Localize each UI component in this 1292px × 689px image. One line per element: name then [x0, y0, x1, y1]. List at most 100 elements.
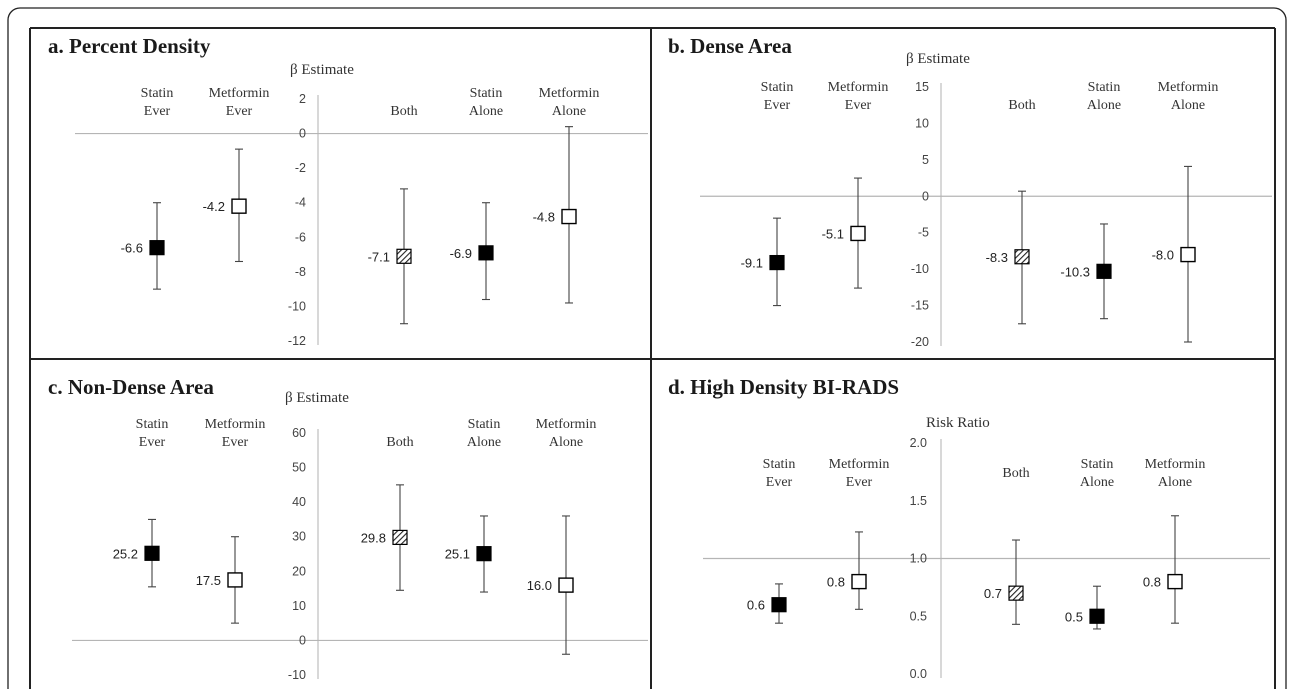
panel-b-y-tick-label: 15 — [915, 80, 929, 94]
panel-b-category-label: Statin — [1088, 80, 1121, 95]
panel-d-category-label: Alone — [1158, 475, 1192, 490]
panel-a-y-tick-label: -10 — [288, 299, 306, 313]
panel-b-data-label: -8.0 — [1152, 248, 1174, 263]
panel-b-y-tick-label: -15 — [911, 299, 929, 313]
panel-b-y-tick-label: -20 — [911, 335, 929, 349]
panel-d-category-label: Alone — [1080, 475, 1114, 490]
panel-a-y-tick-label: -6 — [295, 230, 306, 244]
panel-d-y-axis-title: Risk Ratio — [926, 415, 990, 431]
panel-b-data-label: -9.1 — [741, 256, 763, 271]
panel-b-point-marker — [769, 254, 785, 271]
panel-b: b. Dense Area β Estimate 15 10 5 0 -5 -10 -15 -20… — [668, 34, 1272, 349]
panel-d-category-label: Ever — [766, 475, 793, 490]
panel-c-point-marker — [392, 529, 408, 546]
panel-c-point-marker — [476, 546, 492, 562]
panel-a-y-tick-label: 2 — [299, 92, 306, 106]
panel-c-category-label: Statin — [468, 417, 501, 432]
panel-a-category-label: Metformin — [209, 86, 270, 101]
panel-a-point-marker — [478, 245, 494, 261]
panel-c-point-marker — [144, 545, 160, 561]
panel-a-y-axis-title: β Estimate — [290, 62, 354, 78]
panel-b-category-label: Alone — [1171, 98, 1205, 113]
panel-d-category-label: Statin — [1081, 457, 1114, 472]
panel-b-data-label: -5.1 — [822, 226, 844, 241]
panel-b-point-marker — [1014, 249, 1030, 265]
panel-d-category-label: Metformin — [1145, 457, 1206, 472]
panel-b-y-tick-label: 10 — [915, 116, 929, 130]
panel-a-point-marker — [149, 240, 165, 256]
panel-c-category-label: Ever — [222, 435, 249, 450]
panel-c-data-label: 25.1 — [445, 547, 470, 562]
panel-a-category-label: Statin — [141, 86, 174, 101]
panel-b-category-label: Metformin — [1158, 80, 1219, 95]
panel-b-category-label: Ever — [764, 98, 791, 113]
panel-d-point-marker — [1167, 573, 1183, 590]
panel-b-point-marker — [1180, 246, 1196, 263]
panel-a-y-tick-label: -8 — [295, 265, 306, 279]
panel-c-y-axis-title: β Estimate — [285, 390, 349, 406]
panel-c-category-label: Alone — [549, 435, 583, 450]
panel-a: a. Percent Density β Estimate 2 0 -2 -4 -6 -8 -1… — [48, 34, 648, 348]
panel-d-category-label: Ever — [846, 475, 873, 490]
panel-c-category-label: Metformin — [205, 417, 266, 432]
panel-b-data-label: -8.3 — [986, 250, 1008, 265]
panel-a-data-label: -4.8 — [533, 210, 555, 225]
panel-c-y-tick-label: 30 — [292, 530, 306, 544]
panel-c-y-tick-label: 0 — [299, 633, 306, 647]
panel-a-y-tick-label: -2 — [295, 161, 306, 175]
panel-b-category-label: Alone — [1087, 98, 1121, 113]
panel-b-point-marker — [1096, 263, 1112, 279]
panel-d-y-tick-label: 1.0 — [910, 552, 927, 566]
panel-b-y-tick-label: 0 — [922, 189, 929, 203]
panel-d-data-label: 0.5 — [1065, 609, 1083, 624]
panel-d-y-tick-label: 2.0 — [910, 436, 927, 450]
panel-a-data-label: -7.1 — [368, 249, 390, 264]
panel-b-y-tick-label: 5 — [922, 153, 929, 167]
panel-a-category-label: Statin — [470, 86, 503, 101]
panel-a-category-label: Metformin — [539, 86, 600, 101]
panel-d-data-label: 0.7 — [984, 586, 1002, 601]
panel-d-category-label: Statin — [763, 457, 796, 472]
panel-b-y-tick-label: -10 — [911, 262, 929, 276]
panel-d-point-marker — [771, 597, 787, 613]
panel-d-data-label: 0.8 — [827, 575, 845, 590]
panel-b-category-label: Statin — [761, 80, 794, 95]
panel-d-point-marker — [1089, 608, 1105, 624]
panel-a-title: a. Percent Density — [48, 34, 211, 58]
panel-d-category-label: Both — [1002, 466, 1029, 481]
panel-c-category-label: Metformin — [536, 417, 597, 432]
panel-b-category-label: Ever — [845, 98, 872, 113]
panel-c-point-marker — [227, 572, 243, 588]
panel-c-point-marker — [558, 577, 574, 593]
panel-d: d. High Density BI-RADS Risk Ratio 2.0 1.5 1… — [668, 375, 1270, 681]
panel-a-category-label: Ever — [226, 104, 253, 119]
panel-a-point-marker — [231, 198, 247, 214]
panel-c-data-label: 17.5 — [196, 573, 221, 588]
panel-c-category-label: Statin — [136, 417, 169, 432]
panel-c-category-label: Alone — [467, 435, 501, 450]
panel-b-y-tick-label: -5 — [918, 226, 929, 240]
panel-b-category-label: Metformin — [828, 80, 889, 95]
panel-a-point-marker — [396, 248, 412, 264]
panel-c-category-label: Both — [386, 435, 413, 450]
panel-a-y-tick-label: 0 — [299, 127, 306, 141]
panel-a-category-label: Ever — [144, 104, 171, 119]
panel-d-title: d. High Density BI-RADS — [668, 375, 899, 399]
panel-c-y-tick-label: 40 — [292, 495, 306, 509]
panel-d-y-tick-label: 1.5 — [910, 494, 927, 508]
panel-a-data-label: -6.6 — [121, 241, 143, 256]
panel-d-data-label: 0.6 — [747, 598, 765, 613]
panel-a-data-label: -6.9 — [450, 246, 472, 261]
panel-d-y-tick-label: 0.5 — [910, 609, 927, 623]
panel-c-title: c. Non-Dense Area — [48, 375, 214, 399]
panel-c-y-tick-label: 20 — [292, 564, 306, 578]
panel-a-point-marker — [561, 208, 577, 225]
panel-c: c. Non-Dense Area β Estimate 60 50 40 30 20 10 0… — [48, 375, 648, 682]
panel-c-y-tick-label: 50 — [292, 461, 306, 475]
panel-c-data-label: 29.8 — [361, 530, 386, 545]
panel-a-y-tick-label: -4 — [295, 196, 306, 210]
panel-d-point-marker — [851, 573, 867, 590]
panel-c-y-tick-label: -10 — [288, 668, 306, 682]
panel-a-data-label: -4.2 — [203, 199, 225, 214]
